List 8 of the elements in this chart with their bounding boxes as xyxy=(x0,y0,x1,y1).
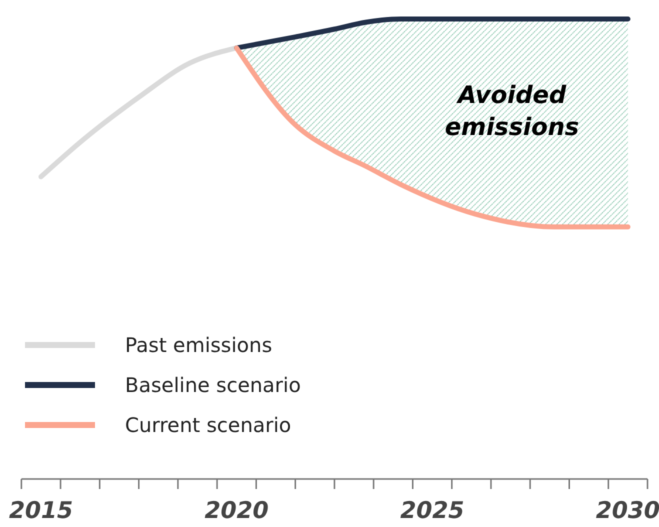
x-tick-label: 2025 xyxy=(400,498,464,524)
x-tick-label: 2020 xyxy=(204,498,269,524)
legend-label: Current scenario xyxy=(125,413,292,437)
annotation: Avoided emissions xyxy=(444,81,580,141)
x-tick-label: 2030 xyxy=(596,498,659,524)
x-tick-label: 2015 xyxy=(8,498,73,524)
legend-label: Baseline scenario xyxy=(125,373,301,397)
legend-label: Past emissions xyxy=(125,333,272,357)
